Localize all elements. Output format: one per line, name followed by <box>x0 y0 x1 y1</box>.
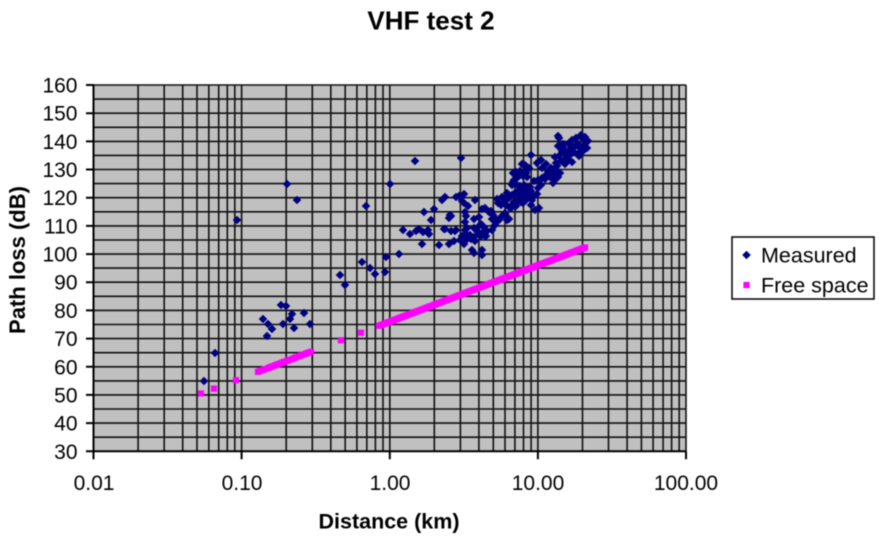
svg-text:120: 120 <box>42 187 77 210</box>
svg-text:80: 80 <box>54 300 77 323</box>
svg-text:160: 160 <box>42 75 77 98</box>
svg-text:Distance (km): Distance (km) <box>319 510 460 534</box>
svg-text:0.10: 0.10 <box>222 472 263 495</box>
svg-text:40: 40 <box>54 413 77 436</box>
svg-text:10.00: 10.00 <box>512 472 565 495</box>
svg-text:100.00: 100.00 <box>654 472 718 495</box>
svg-text:100: 100 <box>42 244 77 267</box>
svg-text:140: 140 <box>42 131 77 154</box>
svg-text:Free space: Free space <box>761 274 869 298</box>
svg-text:130: 130 <box>42 159 77 182</box>
svg-text:90: 90 <box>54 272 77 295</box>
svg-text:Measured: Measured <box>761 244 857 268</box>
svg-text:50: 50 <box>54 384 77 407</box>
svg-text:Path loss (dB): Path loss (dB) <box>5 186 30 334</box>
svg-text:0.01: 0.01 <box>74 472 115 495</box>
svg-text:1.00: 1.00 <box>370 472 411 495</box>
svg-text:VHF test 2: VHF test 2 <box>367 6 494 36</box>
svg-text:150: 150 <box>42 103 77 126</box>
svg-text:30: 30 <box>54 441 77 464</box>
svg-text:70: 70 <box>54 328 77 351</box>
svg-text:110: 110 <box>44 215 77 238</box>
svg-text:60: 60 <box>54 356 77 379</box>
